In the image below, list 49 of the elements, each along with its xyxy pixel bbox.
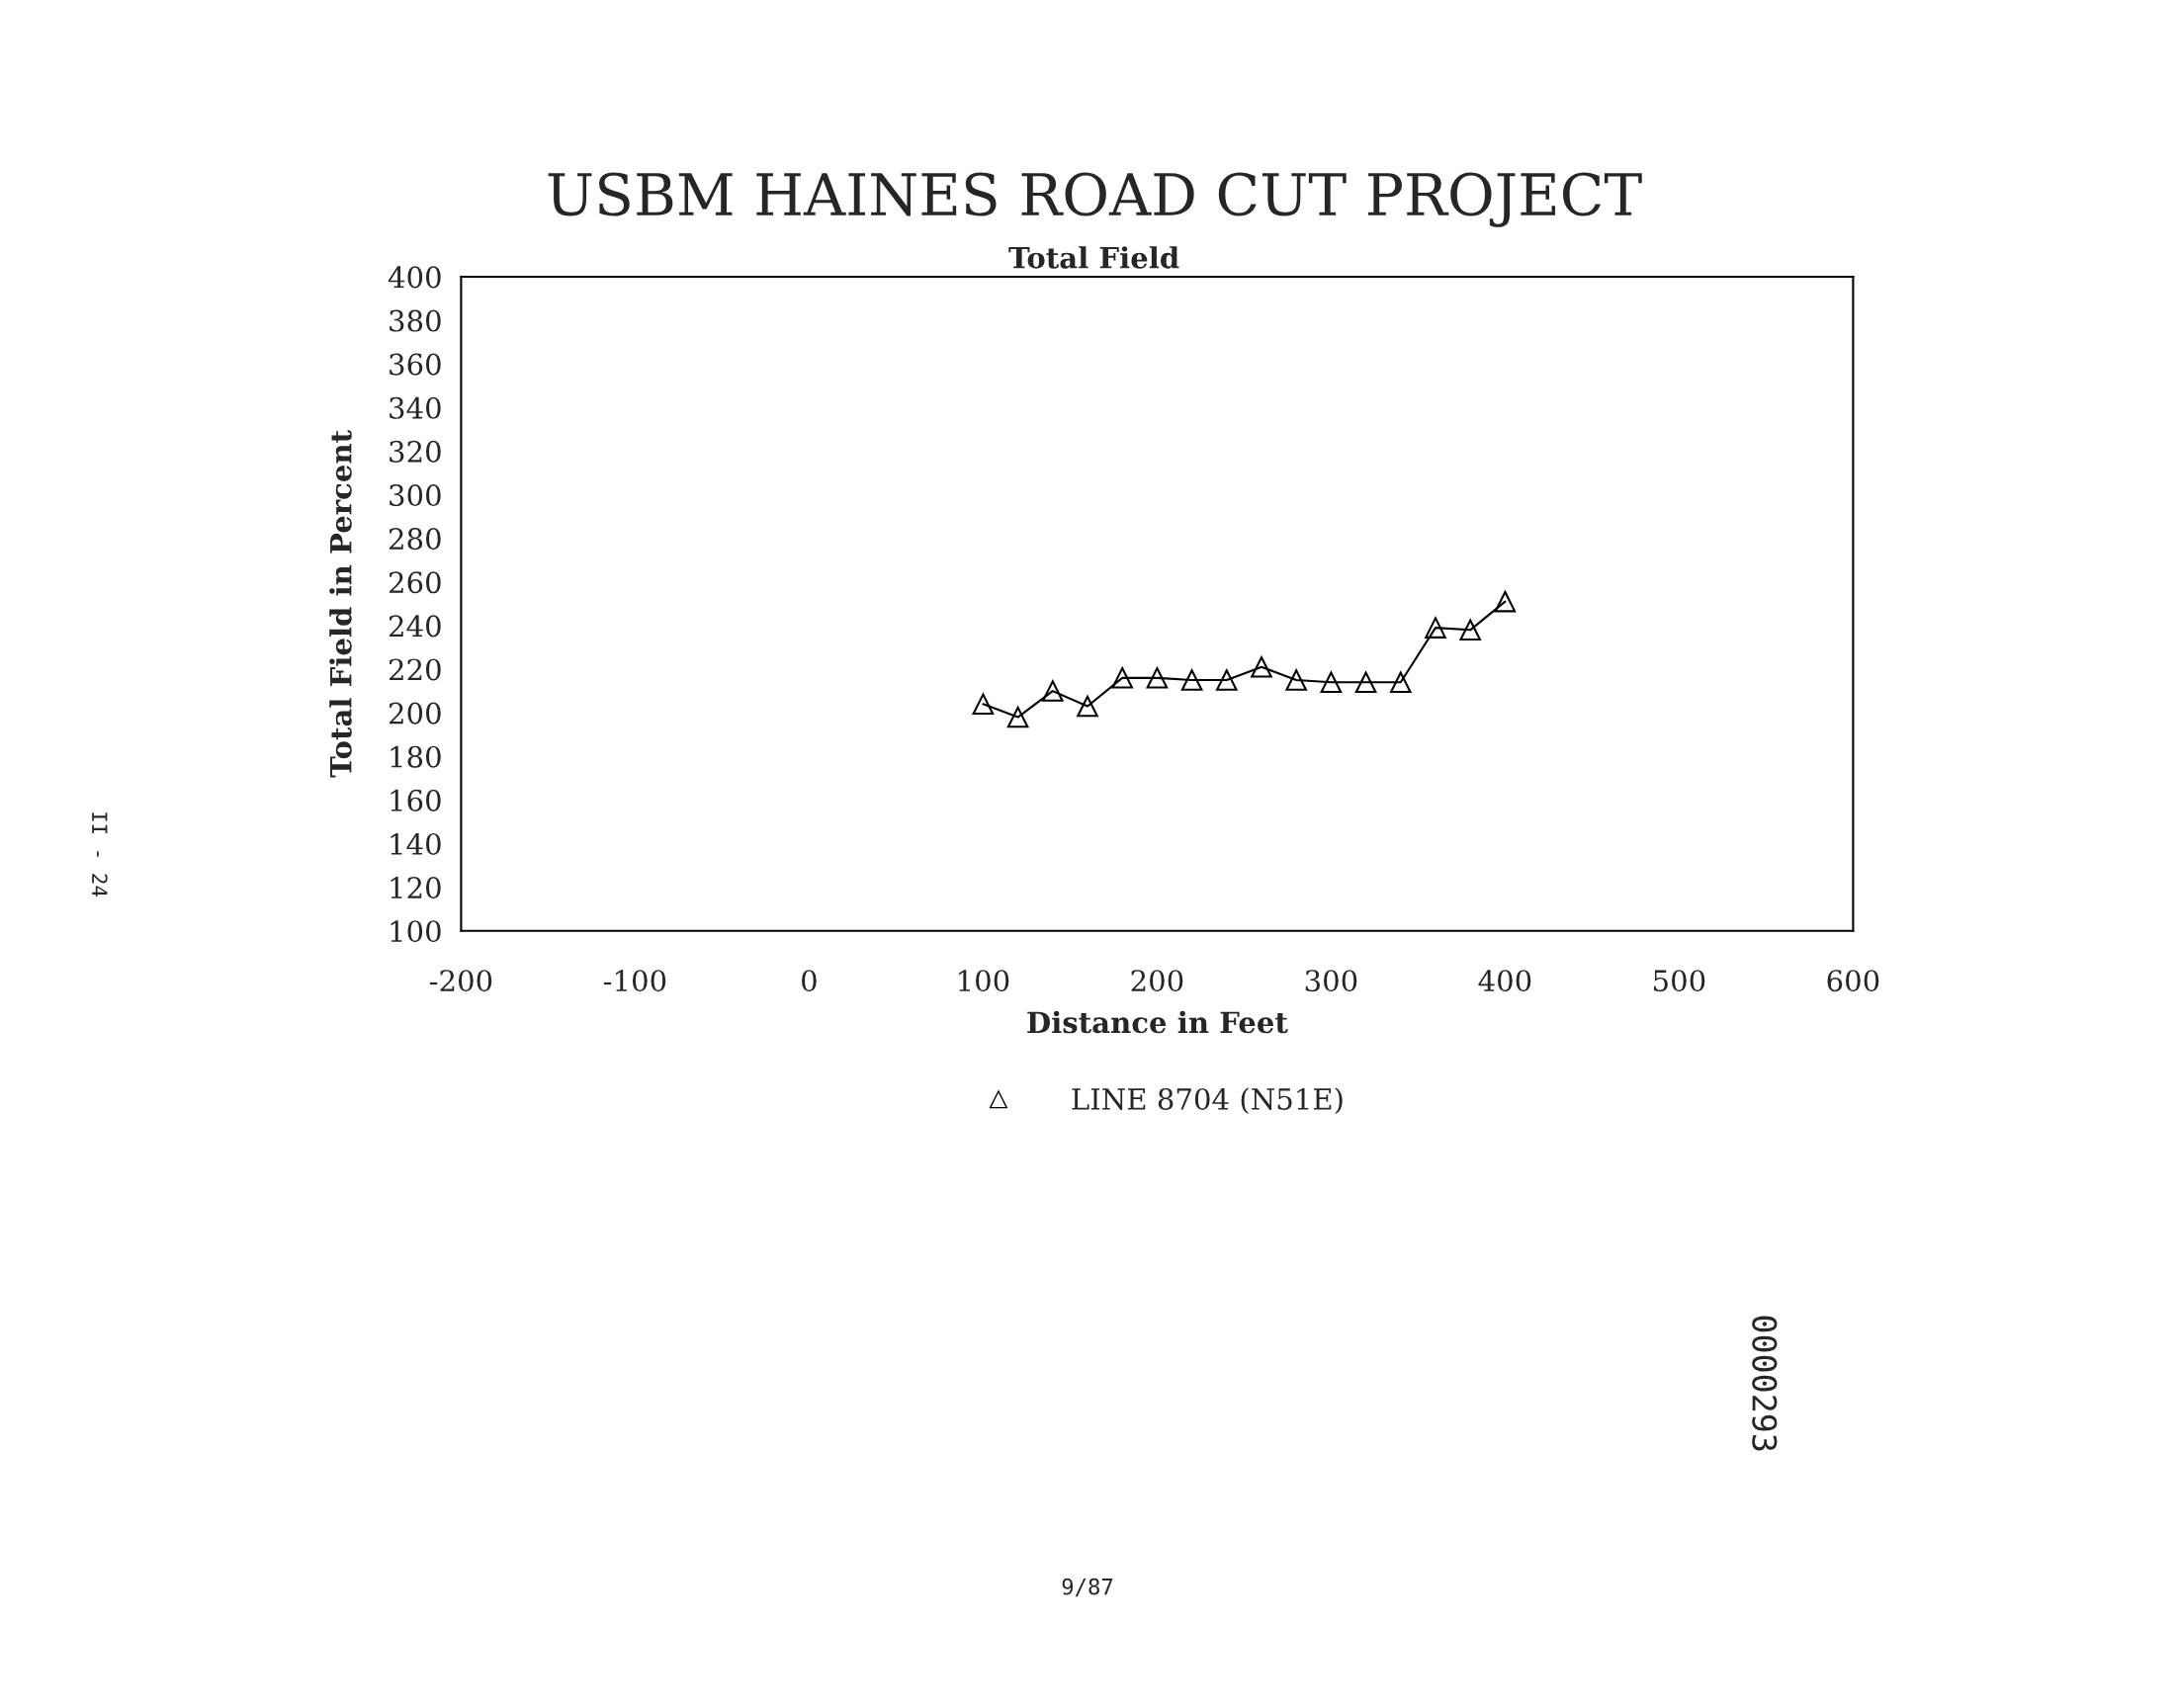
y-tick-label: 240: [389, 615, 441, 638]
x-axis-title: Distance in Feet: [1027, 1010, 1288, 1034]
point: [1320, 671, 1343, 694]
y-tick-label: 200: [389, 702, 441, 725]
text: 9/87: [1062, 1578, 1113, 1597]
x-tick-label: 600: [1827, 970, 1879, 992]
y-axis-title: Total Field in Percent: [329, 430, 352, 778]
point: [1077, 695, 1098, 718]
x-tick-label: 100: [959, 970, 1009, 992]
y-tick-label: 400: [388, 266, 441, 289]
y-tick-label: 340: [390, 396, 441, 419]
point: [1216, 669, 1238, 691]
x-tick-label: -200: [429, 970, 492, 992]
x-tick-label: 200: [1131, 970, 1183, 992]
y-tick-label: 100: [391, 920, 441, 943]
legend-label: LINE 8704 (N51E): [1072, 1087, 1343, 1115]
point: [1006, 706, 1029, 728]
y-tick-label: 220: [389, 658, 441, 681]
x-tick-label: 300: [1305, 970, 1357, 992]
y-tick-label: 360: [390, 353, 441, 376]
point: [1390, 671, 1412, 694]
point: [1285, 669, 1307, 691]
y-tick-label: 140: [391, 832, 441, 856]
point: [1459, 619, 1481, 641]
point: [1494, 590, 1517, 613]
y-tick-label: 180: [391, 745, 441, 768]
y-tick-label: 280: [389, 528, 441, 551]
point: [1180, 669, 1203, 691]
point: [1111, 667, 1133, 689]
point: [1354, 671, 1377, 694]
y-tick-label: 300: [390, 483, 441, 507]
x-tick-label: 400: [1478, 970, 1531, 992]
chart-subtitle: Total Field: [1008, 246, 1179, 269]
point: [1042, 680, 1064, 702]
x-tick-label: 0: [802, 970, 817, 992]
y-tick-label: 380: [390, 309, 441, 332]
y-tick-label: 160: [391, 789, 441, 811]
point: [1425, 617, 1446, 639]
x-tick-label: 500: [1654, 970, 1705, 992]
point: [1251, 656, 1272, 678]
x-tick-label: -100: [603, 970, 666, 992]
y-tick-label: 260: [389, 571, 441, 594]
y-tick-label: 320: [390, 440, 441, 463]
point: [972, 693, 995, 716]
chart-title: USBM HAINES ROAD CUT PROJECT: [548, 172, 1642, 227]
text: II - 24: [92, 812, 108, 897]
text: 0000293: [1752, 1316, 1778, 1451]
y-tick-label: 120: [391, 877, 441, 899]
point: [1146, 667, 1169, 689]
